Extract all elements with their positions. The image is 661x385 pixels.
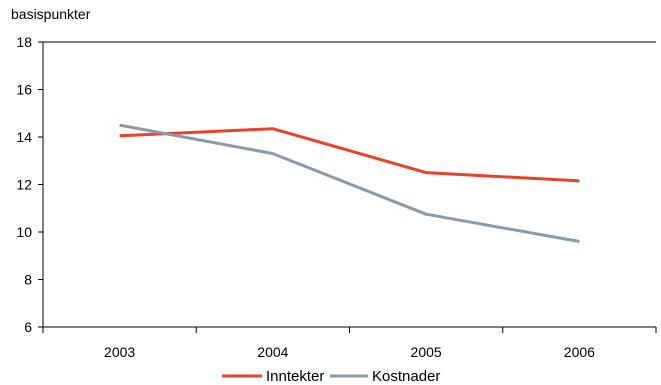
y-tick-label: 16 [16, 82, 32, 98]
legend-label-inntekter: Inntekter [266, 368, 324, 385]
y-tick-label: 18 [16, 34, 32, 50]
x-tick-label: 2005 [411, 344, 442, 360]
y-tick-label: 6 [24, 319, 32, 335]
x-tick-label: 2004 [257, 344, 288, 360]
y-axis-label: basispunkter [11, 6, 91, 22]
series-line-inntekter [119, 127, 580, 183]
legend: Inntekter Kostnader [222, 368, 440, 385]
axes: 6 8 10 12 14 16 18 2003 2004 2005 2006 [16, 34, 657, 360]
series-lines [119, 123, 580, 243]
y-tick-label: 10 [16, 224, 32, 240]
y-tick-label: 12 [16, 177, 32, 193]
legend-label-kostnader: Kostnader [372, 368, 440, 385]
x-tick-label: 2003 [104, 344, 135, 360]
y-tick-label: 8 [24, 272, 32, 288]
y-tick-label: 14 [16, 129, 32, 145]
series-line-kostnader [119, 123, 580, 243]
x-tick-label: 2006 [564, 344, 595, 360]
